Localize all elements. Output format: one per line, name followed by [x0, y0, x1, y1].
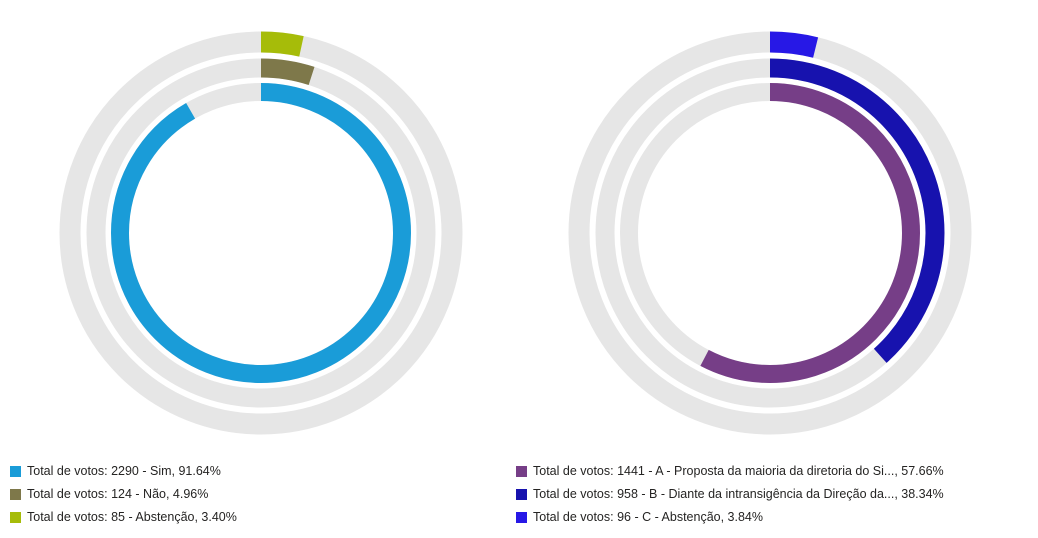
legend-swatch: [10, 465, 21, 477]
legend-item[interactable]: Total de votos: 2290 - Sim, 91.64%: [10, 460, 237, 482]
legend-label: Total de votos: 2290 - Sim, 91.64%: [27, 464, 221, 478]
donut-chart-right: [568, 31, 972, 435]
legend-swatch: [516, 488, 527, 500]
ring-arc-right-1[interactable]: [595, 58, 945, 408]
legend-item[interactable]: Total de votos: 124 - Não, 4.96%: [10, 483, 237, 505]
legend-swatch: [516, 465, 527, 477]
ring-arc-right-2[interactable]: [568, 31, 972, 435]
legend-label: Total de votos: 96 - C - Abstenção, 3.84…: [533, 510, 763, 524]
ring-arc-right-0[interactable]: [620, 83, 920, 383]
legend-label: Total de votos: 1441 - A - Proposta da m…: [533, 464, 944, 478]
ring-track: [86, 58, 436, 408]
legend-left: Total de votos: 2290 - Sim, 91.64% Total…: [10, 460, 237, 528]
ring-arc-left-0[interactable]: [111, 83, 411, 383]
legend-item[interactable]: Total de votos: 96 - C - Abstenção, 3.84…: [516, 506, 944, 528]
legend-item[interactable]: Total de votos: 1441 - A - Proposta da m…: [516, 460, 944, 482]
legend-swatch: [10, 511, 21, 523]
ring-arc-left-1[interactable]: [86, 58, 436, 408]
ring-arc-left-2[interactable]: [59, 31, 463, 435]
legend-label: Total de votos: 85 - Abstenção, 3.40%: [27, 510, 237, 524]
legend-item[interactable]: Total de votos: 958 - B - Diante da intr…: [516, 483, 944, 505]
legend-label: Total de votos: 958 - B - Diante da intr…: [533, 487, 944, 501]
donut-chart-left: [59, 31, 463, 435]
legend-right: Total de votos: 1441 - A - Proposta da m…: [516, 460, 944, 528]
legend-item[interactable]: Total de votos: 85 - Abstenção, 3.40%: [10, 506, 237, 528]
legend-swatch: [516, 511, 527, 523]
legend-label: Total de votos: 124 - Não, 4.96%: [27, 487, 209, 501]
legend-swatch: [10, 488, 21, 500]
